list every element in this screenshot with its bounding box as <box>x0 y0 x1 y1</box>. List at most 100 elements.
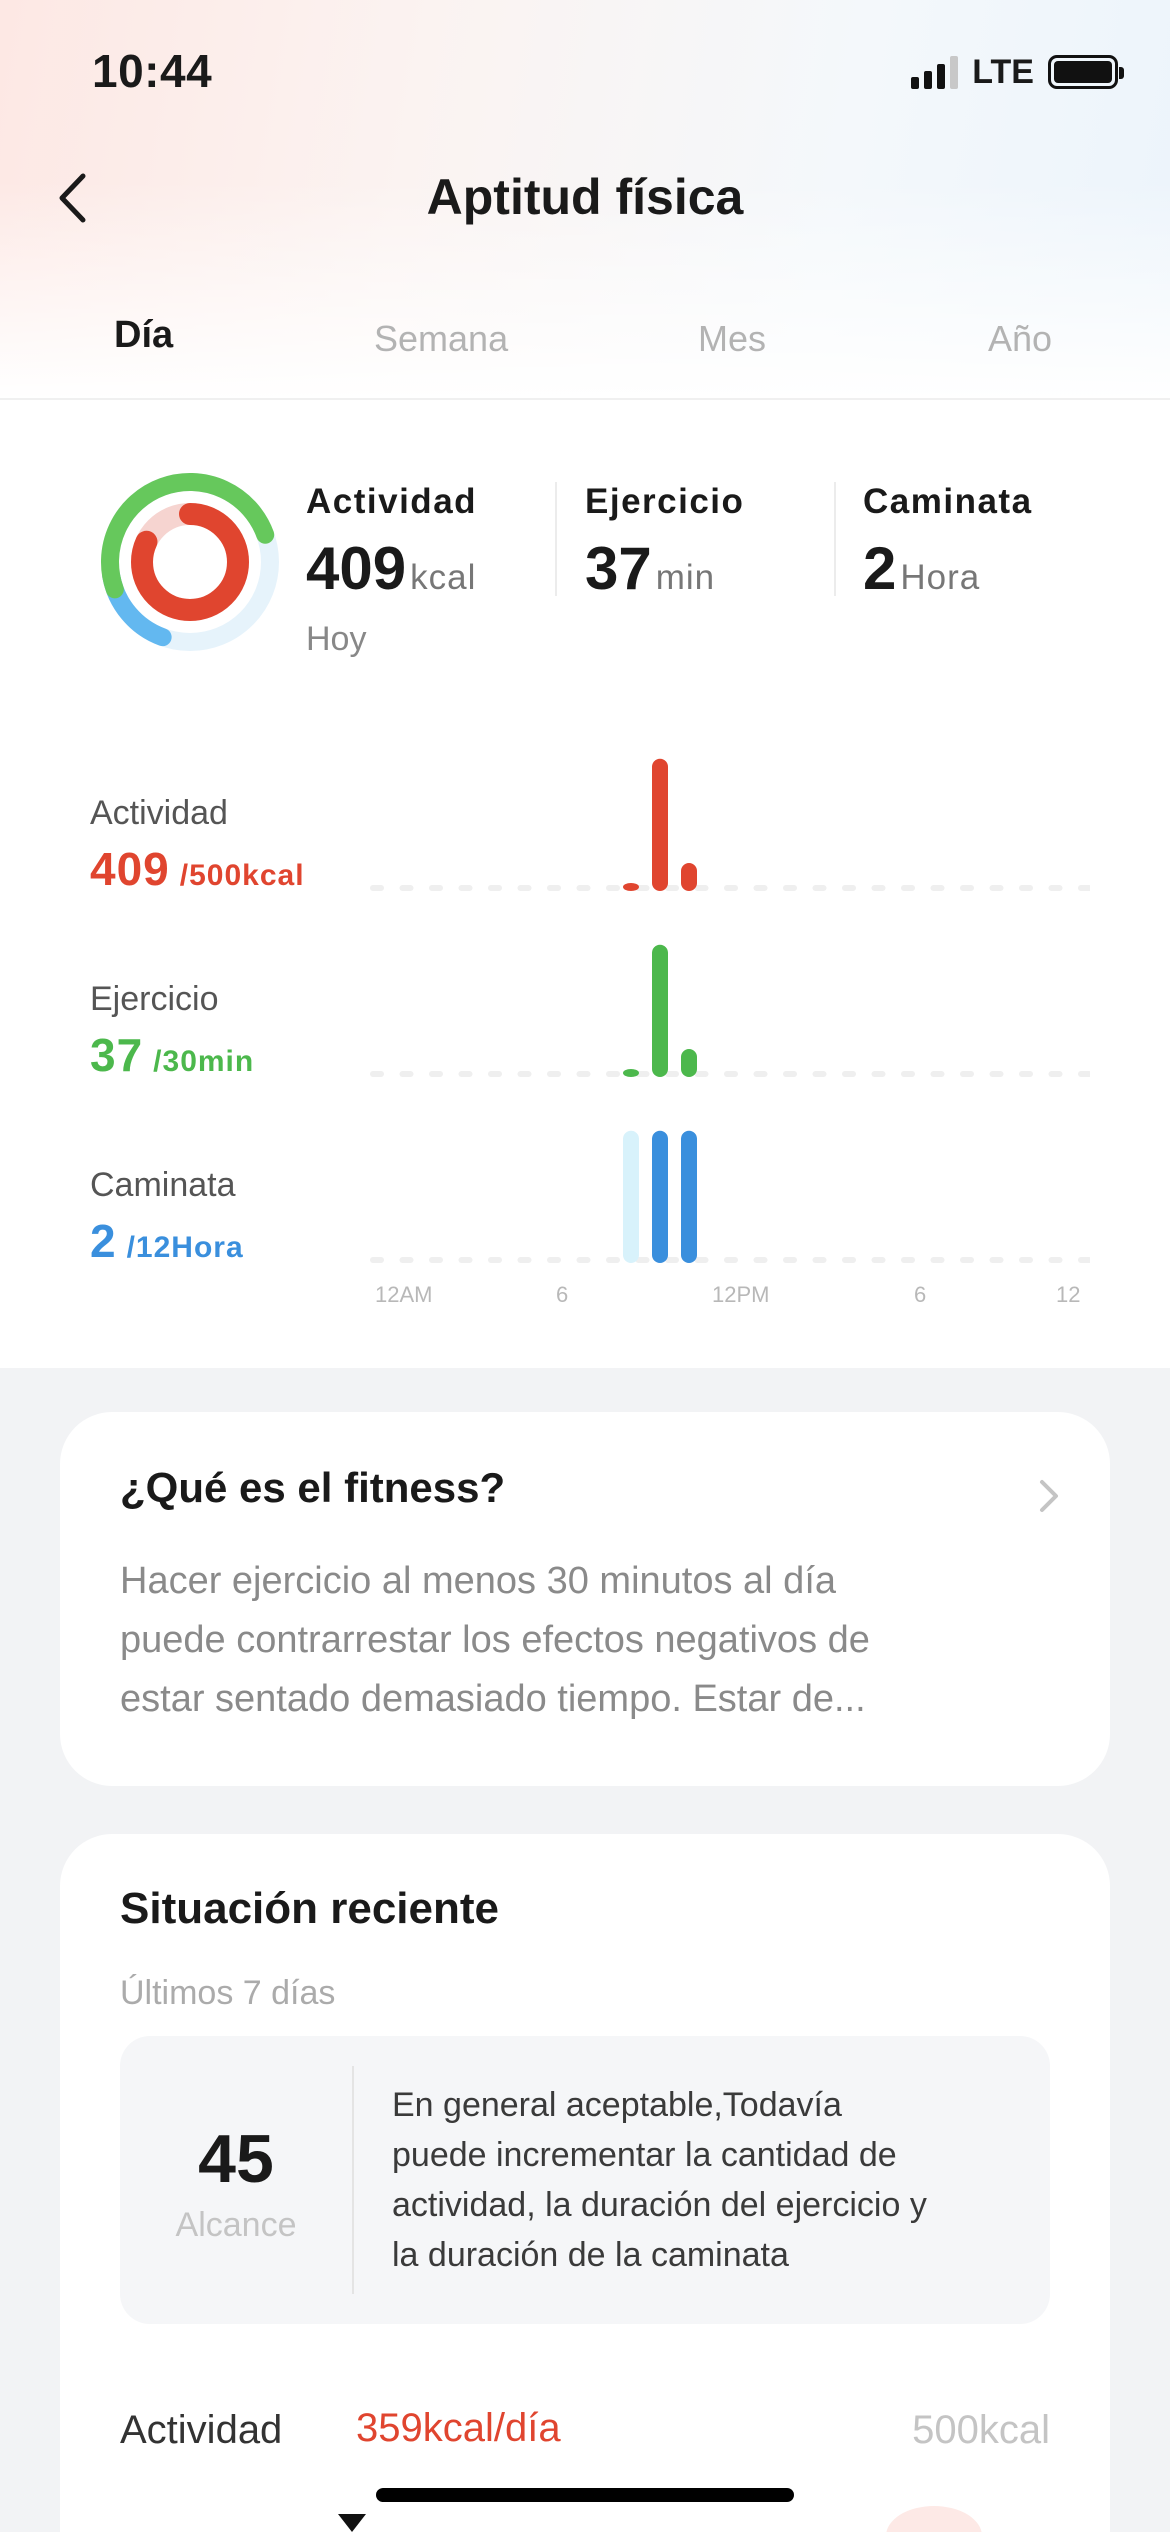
walk-ring <box>101 473 279 651</box>
summary-divider <box>555 482 557 596</box>
chevron-right-icon <box>1040 1480 1058 1512</box>
baseline-dot <box>1019 885 1033 891</box>
chart-activity-label: Actividad <box>90 794 228 832</box>
bar-8AM <box>623 883 639 891</box>
tab-week[interactable]: Semana <box>374 318 509 359</box>
baseline-dot <box>1048 885 1063 891</box>
baseline-dot <box>429 885 443 891</box>
score-box: 45 Alcance En general aceptable,Todavía … <box>120 2036 1050 2324</box>
info-card-line: puede contrarrestar los efectos negativo… <box>120 1619 870 1661</box>
summary-walk-unit: Hora <box>900 558 981 597</box>
period-tabs: Día Semana Mes Año <box>0 314 1170 400</box>
baseline-dot <box>576 1071 591 1077</box>
baseline-dot <box>724 885 738 891</box>
baseline-dot <box>517 885 532 891</box>
x-tick-label: 6 <box>556 1282 569 1307</box>
baseline-dot <box>989 1257 1004 1263</box>
bar-8AM <box>623 1130 639 1263</box>
tab-year[interactable]: Año <box>988 318 1053 359</box>
baseline-dot <box>871 1257 886 1263</box>
summary-activity-number: 409 <box>306 535 407 602</box>
baseline-dot <box>488 885 502 891</box>
recent-activity-goal: 500kcal <box>912 2408 1050 2452</box>
baseline-dot <box>1019 1071 1033 1077</box>
baseline-dot <box>458 1071 473 1077</box>
activity-rings <box>101 473 279 651</box>
baseline-dot <box>517 1071 532 1077</box>
walk-bar-chart <box>370 1130 1090 1263</box>
chart-exercise-number: 37 <box>90 1029 144 1081</box>
chart-exercise-label: Ejercicio <box>90 980 219 1018</box>
chart-activity-goal: /500kcal <box>179 859 305 892</box>
baseline-dot <box>458 885 473 891</box>
baseline-dot <box>694 1071 709 1077</box>
baseline-dot <box>1078 1071 1090 1077</box>
baseline-dot <box>783 885 797 891</box>
baseline-dot <box>1048 1071 1063 1077</box>
activity-ring <box>131 503 249 621</box>
baseline-dot <box>1078 1257 1090 1263</box>
baseline-dot <box>930 885 945 891</box>
baseline-dot <box>842 885 856 891</box>
summary-walk-value: 2 Hora <box>863 534 980 603</box>
summary-walk-label: Caminata <box>863 482 1033 521</box>
baseline-dot <box>901 885 915 891</box>
baseline-dot <box>989 1071 1004 1077</box>
score-description-line: actividad, la duración del ejercicio y <box>392 2186 927 2224</box>
tab-day[interactable]: Día <box>114 314 174 356</box>
chart-exercise-goal: /30min <box>153 1045 255 1078</box>
baseline-dot <box>960 1071 974 1077</box>
info-card-line: estar sentado demasiado tiempo. Estar de… <box>120 1678 866 1720</box>
summary-walk-number: 2 <box>863 535 897 602</box>
baseline-dot <box>753 885 768 891</box>
baseline-dot <box>753 1071 768 1077</box>
baseline-dot <box>812 885 827 891</box>
baseline-dot <box>665 1257 679 1263</box>
chart-activity-value: 409 /500kcal <box>90 842 305 896</box>
back-button[interactable] <box>50 168 94 228</box>
baseline-dot <box>694 1257 709 1263</box>
bar-10AM <box>681 1049 697 1077</box>
header-gradient <box>0 0 1170 400</box>
score-description-line: la duración de la caminata <box>392 2236 789 2274</box>
tab-month[interactable]: Mes <box>698 318 767 359</box>
x-axis-ticks: 12AM 6 12PM 6 12 <box>0 1282 1170 1312</box>
baseline-dot <box>842 1071 856 1077</box>
signal-icon <box>911 55 959 89</box>
exercise-ring <box>101 473 279 651</box>
score-description-line: puede incrementar la cantidad de <box>392 2136 897 2174</box>
baseline-dot <box>517 1257 532 1263</box>
summary-exercise-number: 37 <box>585 535 652 602</box>
recent-activity-value: 359kcal/día <box>356 2406 561 2450</box>
baseline-dot <box>665 885 679 891</box>
status-indicators: LTE <box>911 50 1124 94</box>
bar-9AM <box>652 758 668 891</box>
baseline-dot <box>724 1257 738 1263</box>
exercise-bar-chart <box>370 944 1090 1077</box>
bar-10AM <box>681 863 697 891</box>
baseline-dot <box>606 885 620 891</box>
summary-divider <box>834 482 836 596</box>
fitness-info-card[interactable]: ¿Qué es el fitness? Hacer ejercicio al m… <box>60 1412 1110 1786</box>
summary-exercise-unit: min <box>655 558 716 597</box>
baseline-dot <box>724 1071 738 1077</box>
score-description-line: En general aceptable,Todavía <box>392 2086 842 2124</box>
baseline-dot <box>812 1257 827 1263</box>
x-tick-label: 6 <box>914 1282 927 1307</box>
summary-activity-unit: kcal <box>410 558 477 597</box>
page-title: Aptitud física <box>426 169 744 225</box>
recent-activity-label: Actividad <box>120 2408 283 2452</box>
baseline-dot <box>370 1257 384 1263</box>
activity-bar-chart <box>370 758 1090 891</box>
recent-situation-card: Situación reciente Últimos 7 días 45 Alc… <box>60 1834 1110 2532</box>
baseline-dot <box>399 1071 414 1077</box>
summary-activity-value: 409 kcal <box>306 534 476 603</box>
top-section: 10:44 LTE Aptitud física Día Semana Mes … <box>0 0 1170 1368</box>
baseline-dot <box>488 1257 502 1263</box>
summary-exercise-label: Ejercicio <box>585 482 745 521</box>
home-indicator[interactable] <box>376 2488 794 2502</box>
info-card-title: ¿Qué es el fitness? <box>120 1464 506 1511</box>
bar-9AM <box>652 1130 668 1263</box>
battery-icon <box>1048 55 1124 89</box>
summary-exercise-value: 37 min <box>585 534 715 603</box>
